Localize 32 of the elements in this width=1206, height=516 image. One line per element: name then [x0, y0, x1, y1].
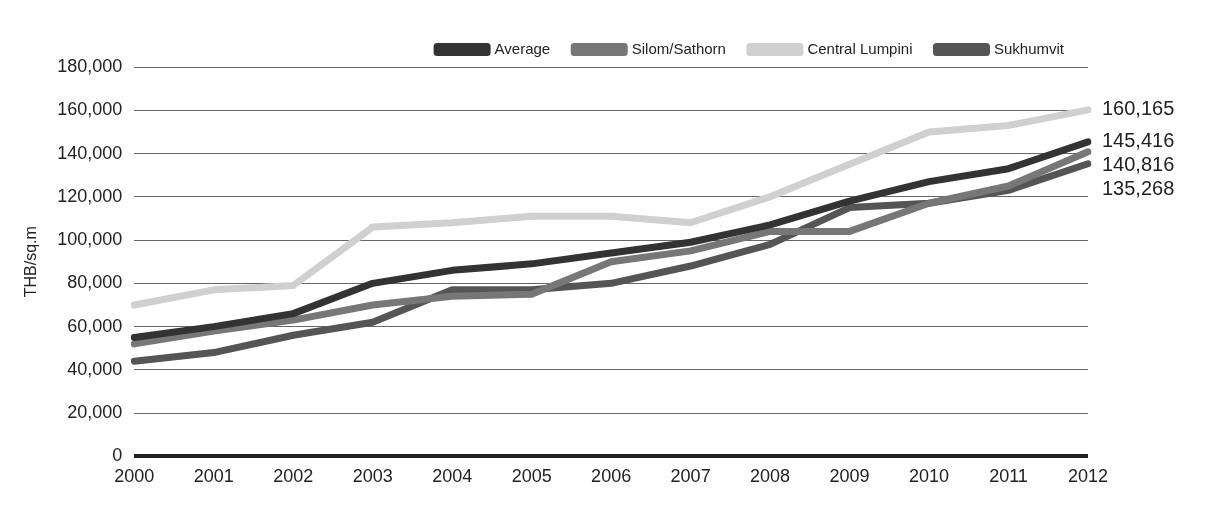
x-tick-label: 2001 — [193, 466, 234, 487]
x-tick-label: 2012 — [1067, 466, 1109, 487]
y-tick-label: 140,000 — [57, 142, 123, 163]
data-label: 140,816 — [1102, 153, 1175, 176]
data-label: 135,268 — [1102, 177, 1175, 200]
x-tick-label: 2004 — [432, 466, 473, 487]
data-label: 160,165 — [1102, 97, 1175, 120]
x-tick-label: 2003 — [352, 466, 393, 487]
y-tick-label: 60,000 — [67, 315, 123, 336]
x-tick-label: 2005 — [511, 466, 552, 487]
y-axis-title: THB/sq.m — [22, 226, 40, 298]
y-tick-label: 0 — [112, 445, 123, 466]
legend-label: Silom/Sathorn — [631, 39, 726, 57]
y-tick-label: 160,000 — [57, 99, 123, 120]
y-tick-label: 180,000 — [57, 55, 123, 76]
legend-label: Central Lumpini — [807, 39, 913, 57]
x-tick-label: 2011 — [989, 466, 1028, 487]
y-tick-label: 100,000 — [57, 229, 123, 250]
y-tick-label: 40,000 — [67, 358, 123, 379]
legend-label: Average — [494, 39, 551, 57]
y-tick-label: 20,000 — [67, 402, 123, 423]
x-tick-label: 2000 — [114, 466, 155, 487]
data-label: 145,416 — [1102, 129, 1175, 152]
legend-label: Sukhumvit — [993, 39, 1065, 57]
x-tick-label: 2008 — [750, 466, 791, 487]
x-tick-label: 2007 — [670, 466, 711, 487]
x-tick-label: 2006 — [591, 466, 632, 487]
x-tick-label: 2010 — [909, 466, 950, 487]
x-tick-label: 2002 — [273, 466, 314, 487]
y-tick-label: 80,000 — [67, 272, 123, 293]
x-tick-label: 2009 — [829, 466, 870, 487]
y-tick-label: 120,000 — [57, 185, 123, 206]
